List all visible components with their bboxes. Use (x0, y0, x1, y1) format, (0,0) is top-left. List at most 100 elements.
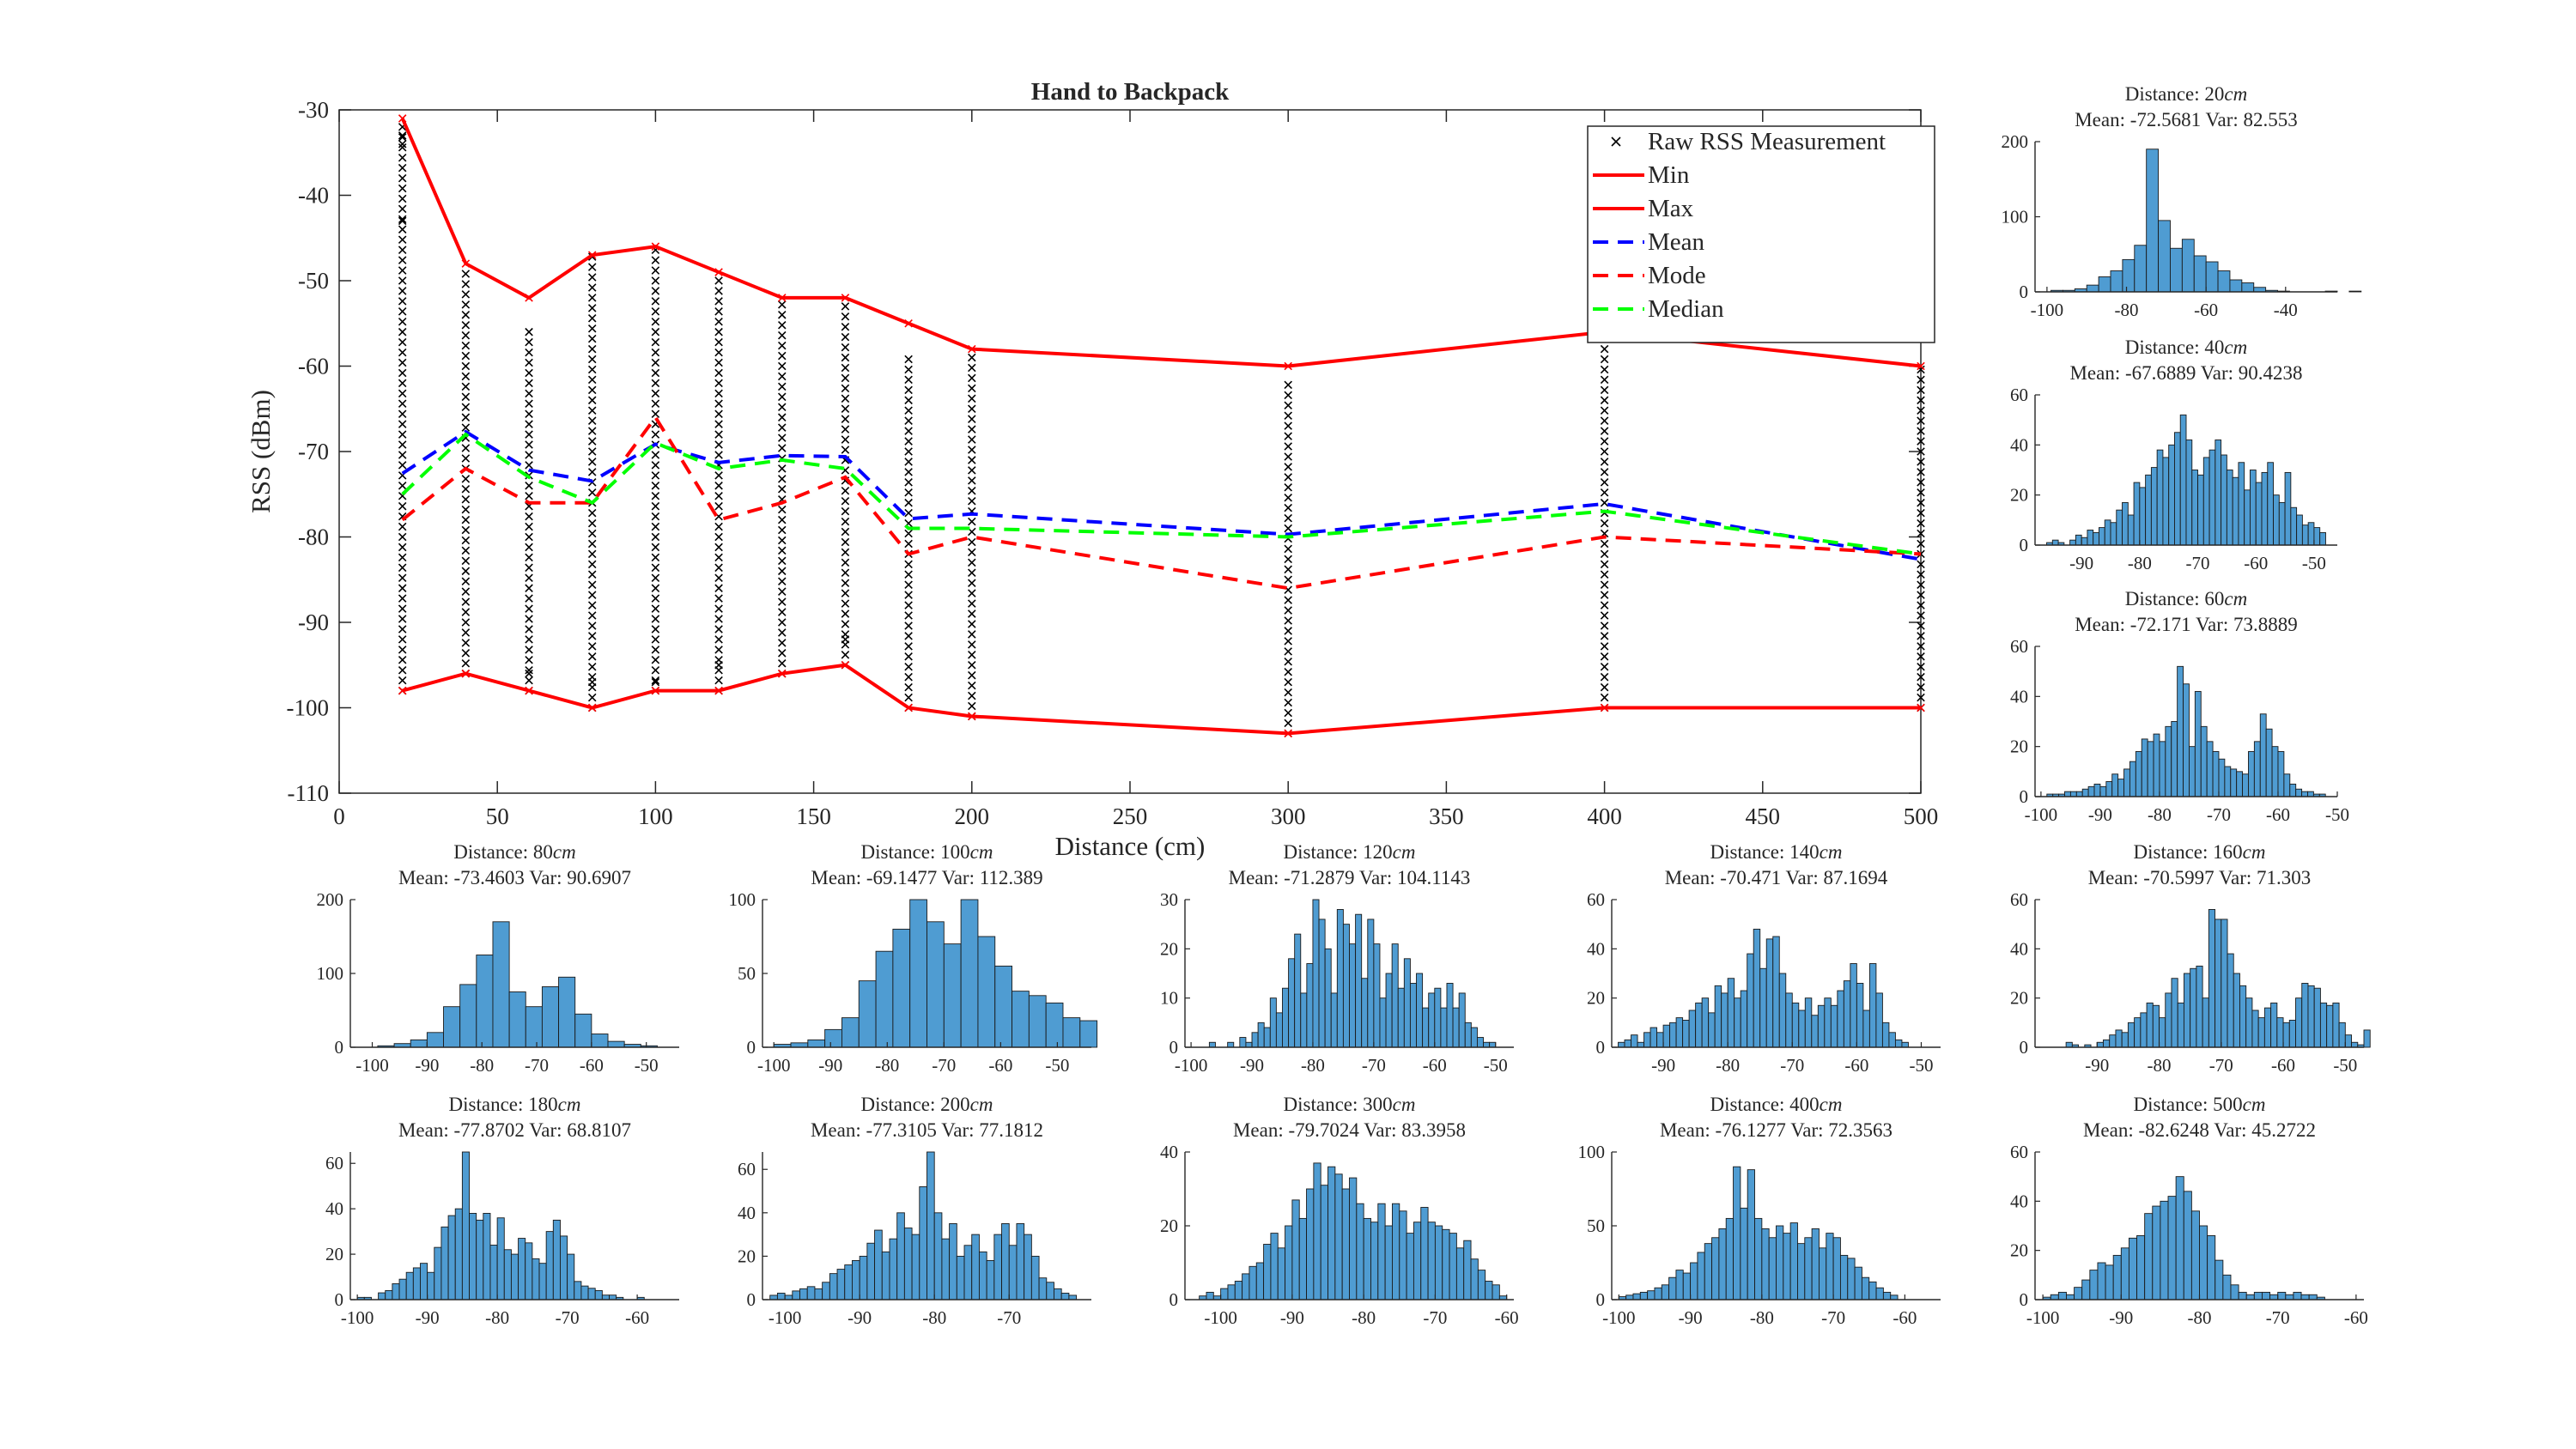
raw-rss-marker (398, 297, 407, 306)
hist-x-tick-label: -100 (1175, 1055, 1208, 1076)
marker-stroke (841, 506, 850, 516)
raw-rss-marker (1917, 508, 1925, 518)
histogram-bar (1721, 992, 1728, 1048)
histogram-bar (447, 1215, 456, 1300)
raw-rss-marker (587, 570, 597, 579)
histogram-bar (2242, 773, 2249, 797)
raw-rss-marker (714, 584, 723, 592)
marker-stroke (904, 447, 913, 456)
series-point-min (461, 669, 471, 678)
marker-stroke (1917, 652, 1925, 661)
histogram-bar (1798, 1009, 1806, 1048)
histogram-bar (2111, 773, 2119, 797)
raw-rss-marker (398, 215, 407, 224)
raw-rss-marker (398, 420, 407, 428)
histogram-bar (2269, 1294, 2279, 1300)
histogram-bar (2120, 1247, 2129, 1300)
marker-stroke (968, 660, 976, 670)
series-point-max (398, 114, 407, 123)
marker-stroke (525, 646, 533, 654)
raw-rss-marker (651, 543, 660, 552)
histogram-bar (1277, 1247, 1286, 1300)
hist-y-tick-label: 20 (738, 1246, 756, 1266)
hist-y-tick-label: 20 (1587, 988, 1605, 1009)
histogram-bar (476, 1219, 484, 1300)
histogram-bar (986, 1260, 995, 1300)
raw-rss-marker (714, 368, 723, 378)
raw-rss-marker (968, 456, 976, 464)
marker-stroke (398, 635, 407, 644)
marker-stroke (461, 454, 471, 463)
histogram-bar (2245, 997, 2253, 1048)
histogram-bar (2351, 1041, 2359, 1048)
histogram-bar (2259, 713, 2267, 797)
raw-rss-marker (461, 485, 471, 494)
marker-stroke (525, 686, 533, 695)
marker-stroke (461, 320, 471, 330)
raw-rss-marker (904, 447, 913, 456)
raw-rss-marker (651, 501, 660, 511)
raw-rss-marker (525, 665, 533, 675)
marker-stroke (714, 297, 723, 306)
histogram-bar (541, 986, 560, 1048)
marker-stroke (1917, 611, 1925, 620)
histogram-bar (1038, 1277, 1048, 1300)
raw-rss-marker (398, 543, 407, 552)
series-point-min (968, 712, 976, 721)
marker-stroke (1917, 437, 1925, 446)
hist-title-distance-label: Distance: 20 (2125, 83, 2225, 105)
hist-x-tick-label: -90 (1280, 1307, 1304, 1328)
histogram-bar (2122, 258, 2136, 293)
raw-rss-marker (1917, 580, 1925, 589)
histogram-bar (1862, 1009, 1870, 1048)
raw-rss-marker (461, 300, 471, 309)
raw-rss-marker (1284, 708, 1292, 718)
histogram-bar (1349, 943, 1357, 1048)
hist-title-stats: Mean: -77.8702 Var: 68.8107 (398, 1119, 631, 1141)
marker-stroke (398, 482, 407, 490)
raw-rss-marker (714, 594, 723, 603)
series-point-min (651, 686, 660, 695)
marker-stroke (1284, 698, 1292, 707)
marker-stroke (841, 404, 850, 414)
raw-rss-marker (587, 652, 597, 661)
raw-rss-marker (714, 615, 723, 623)
histogram-bar (2190, 967, 2197, 1048)
hist-x-tick-label: -60 (2194, 300, 2218, 320)
marker-stroke (398, 337, 407, 347)
raw-rss-marker (651, 399, 660, 409)
raw-rss-marker (904, 580, 913, 589)
raw-rss-marker (714, 646, 723, 654)
marker-stroke (461, 372, 471, 381)
histogram-bar (2099, 527, 2105, 546)
marker-stroke (651, 665, 660, 675)
raw-rss-marker (777, 628, 787, 637)
histogram-bar (2307, 791, 2314, 797)
marker-stroke (398, 348, 407, 357)
histogram-bar (459, 984, 477, 1048)
raw-rss-marker (398, 451, 407, 459)
raw-rss-marker (1917, 458, 1925, 466)
hist-x-tick-label: -100 (2026, 1307, 2060, 1328)
series-point-min (841, 660, 850, 670)
raw-rss-marker (1600, 437, 1609, 446)
raw-rss-marker (461, 403, 471, 412)
raw-rss-marker (714, 420, 723, 428)
marker-stroke (1600, 427, 1609, 435)
marker-stroke (777, 351, 787, 361)
histogram-bar (875, 950, 894, 1048)
marker-stroke (1600, 703, 1609, 712)
raw-rss-marker (398, 133, 407, 142)
raw-rss-marker (587, 642, 597, 651)
marker-stroke (398, 656, 407, 664)
marker-stroke (1284, 708, 1292, 718)
histogram-bar (2244, 489, 2251, 546)
raw-rss-marker (1284, 627, 1292, 635)
histogram-bar (2112, 1254, 2122, 1300)
hist-title-stats: Mean: -69.1477 Var: 112.389 (811, 867, 1042, 888)
marker-stroke (904, 416, 913, 425)
histogram-bar (2190, 1210, 2200, 1300)
raw-rss-marker (968, 599, 976, 608)
raw-rss-marker (1284, 380, 1292, 390)
raw-rss-marker (968, 487, 976, 495)
